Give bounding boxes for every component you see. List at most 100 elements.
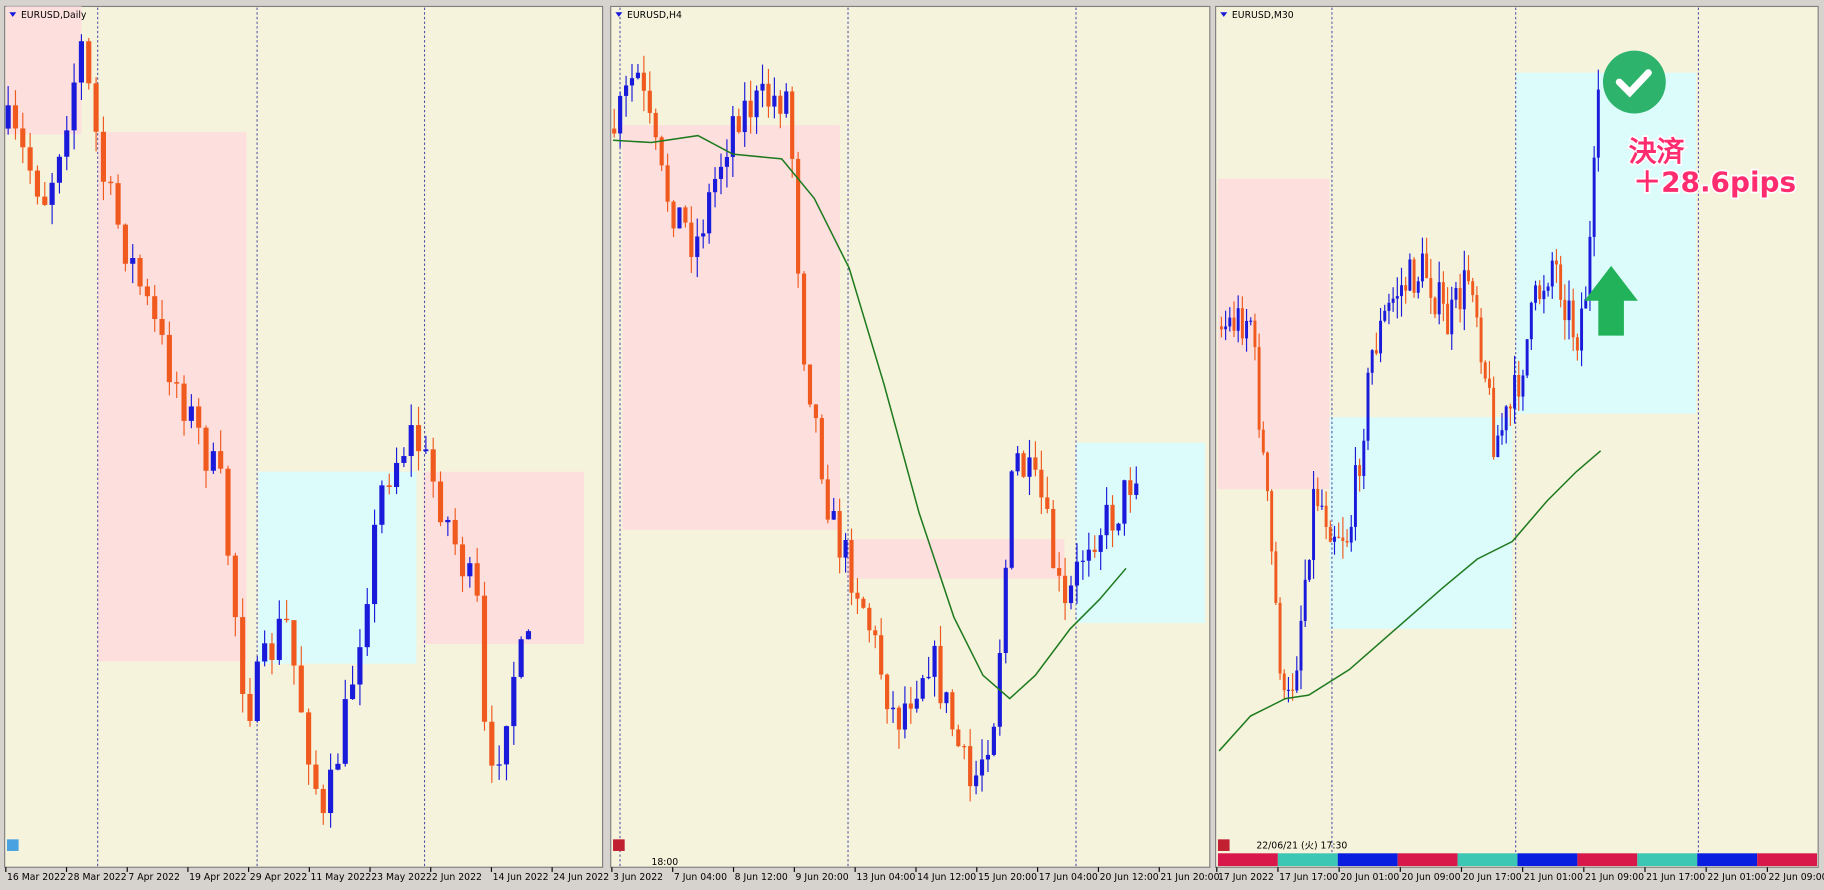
- candle-body: [1550, 260, 1554, 287]
- candle-body: [130, 257, 136, 264]
- candle-body: [1333, 536, 1336, 542]
- x-tick-label: 20 Jun 17:00: [1463, 872, 1522, 883]
- candle-body: [1446, 303, 1450, 335]
- x-tick-label: 13 Jun 04:00: [856, 872, 915, 883]
- candle-body: [489, 721, 495, 766]
- x-tick-label: 21 Jun 20:00: [1160, 872, 1219, 883]
- candle-body: [1266, 452, 1269, 492]
- candle-body: [1571, 300, 1575, 338]
- candle-body: [1349, 526, 1353, 543]
- candle-body: [742, 100, 747, 133]
- candle-body: [1496, 435, 1500, 458]
- annotation-title: 決済: [1629, 135, 1686, 168]
- candle-body: [1240, 308, 1244, 339]
- candle-body: [232, 555, 238, 618]
- candle-body: [837, 511, 842, 558]
- panel-title: EURUSD,H4: [627, 10, 682, 21]
- title-arrow: [615, 12, 623, 17]
- candle-body: [276, 618, 282, 660]
- candle-body: [1249, 320, 1253, 322]
- time-label: 18:00: [651, 857, 678, 868]
- candle-body: [867, 607, 872, 631]
- candle-body: [254, 661, 260, 722]
- candle-body: [1134, 483, 1139, 495]
- candle-body: [196, 406, 202, 428]
- candle-body: [855, 592, 860, 599]
- moving-average: [1218, 450, 1602, 752]
- candle-body: [1400, 285, 1403, 297]
- x-tick-label: 23 May 2022: [371, 872, 432, 883]
- candle-body: [778, 95, 783, 114]
- candle-body: [1492, 387, 1496, 458]
- candle-body: [1033, 457, 1038, 470]
- candle-body: [1433, 297, 1437, 315]
- session-bar: [1277, 853, 1338, 867]
- candle-body: [437, 481, 444, 523]
- candle-body: [525, 631, 532, 640]
- session-bar: [1397, 853, 1458, 867]
- candle-body: [415, 425, 422, 452]
- candle-body: [1358, 465, 1362, 477]
- candle-body: [1588, 236, 1592, 300]
- candle-body: [1542, 290, 1546, 300]
- x-tick-label: 15 Jun 20:00: [978, 872, 1037, 883]
- candle-body: [1554, 260, 1558, 265]
- candle-body: [144, 286, 150, 297]
- candle-body: [203, 427, 209, 471]
- candle-body: [825, 479, 830, 520]
- candle-body: [1232, 317, 1236, 331]
- candle-body: [1596, 89, 1600, 158]
- candle-body: [890, 707, 896, 710]
- candle-body: [1324, 505, 1328, 527]
- session-bar: [1577, 853, 1638, 867]
- candle-body: [1068, 585, 1074, 604]
- candle-body: [240, 617, 246, 694]
- candle-body: [1487, 378, 1491, 388]
- candle-body: [1219, 326, 1223, 330]
- candle-body: [364, 604, 370, 648]
- candle-body: [849, 540, 854, 593]
- candle-body: [1471, 281, 1475, 296]
- x-tick-label: 21 Jun 01:00: [1524, 872, 1583, 883]
- candle-body: [1429, 278, 1433, 298]
- panel-title: EURUSD,Daily: [21, 10, 87, 21]
- candle-body: [1441, 282, 1445, 304]
- candle-body: [49, 182, 55, 205]
- candle-body: [1584, 299, 1588, 309]
- candle-body: [612, 128, 617, 134]
- candle-body: [1412, 259, 1416, 293]
- candle-body: [152, 296, 158, 320]
- candle-body: [1278, 602, 1282, 674]
- candle-body: [1003, 567, 1008, 654]
- candle-body: [122, 224, 128, 264]
- candle-body: [635, 72, 641, 79]
- candle-body: [902, 703, 907, 730]
- candle-body: [1437, 282, 1441, 315]
- candle-body: [34, 170, 41, 197]
- candle-body: [379, 485, 385, 525]
- candle-body: [861, 598, 866, 608]
- candle-body: [1104, 504, 1109, 536]
- candle-body: [784, 91, 789, 114]
- candle-body: [950, 692, 955, 730]
- candle-body: [1353, 465, 1357, 527]
- candle-body: [1454, 287, 1458, 300]
- candle-body: [1513, 374, 1517, 409]
- candle-body: [671, 201, 676, 229]
- candle-body: [1303, 579, 1307, 621]
- candle-body: [796, 158, 801, 274]
- candle-body: [56, 156, 63, 183]
- candle-body: [1245, 320, 1249, 339]
- x-tick-label: 22 Jun 01:00: [1707, 872, 1766, 883]
- candle-body: [1286, 689, 1290, 691]
- candle-body: [12, 105, 19, 129]
- candle-body: [843, 540, 848, 558]
- candle-body: [42, 196, 48, 205]
- candle-body: [1015, 453, 1020, 472]
- candle-body: [885, 674, 890, 710]
- candle-body: [985, 754, 991, 760]
- candle-body: [1270, 491, 1274, 552]
- candle-body: [641, 72, 646, 91]
- candle-body: [291, 620, 297, 666]
- x-tick-label: 14 Jun 2022: [493, 872, 549, 883]
